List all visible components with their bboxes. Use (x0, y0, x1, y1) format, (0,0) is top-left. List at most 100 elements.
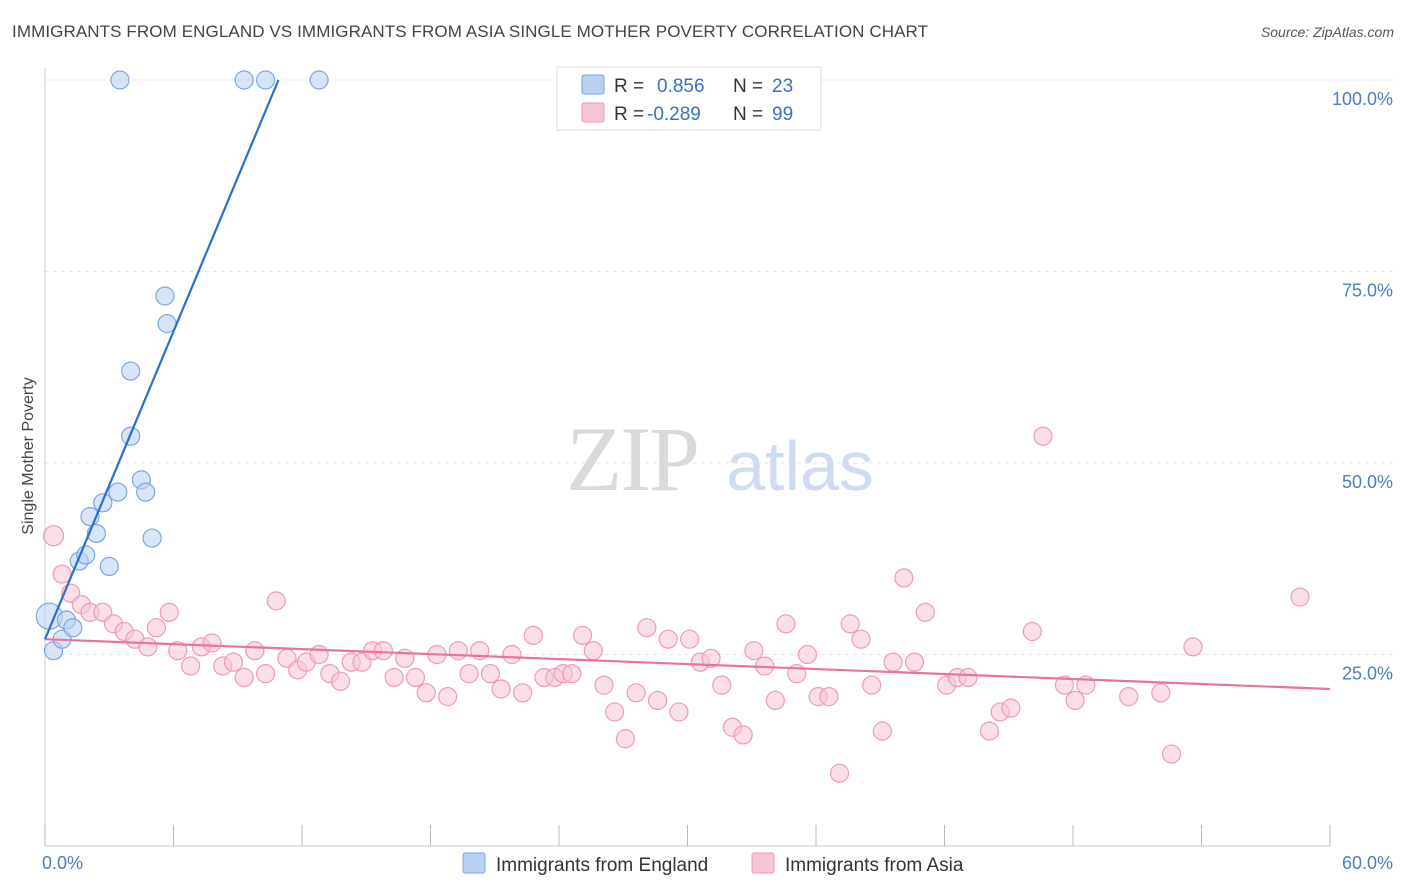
data-point (309, 644, 329, 665)
data-point (202, 633, 222, 653)
data-point (744, 641, 764, 661)
data-point (491, 679, 511, 699)
data-point (142, 528, 162, 548)
data-point (1290, 587, 1310, 607)
data-point (512, 683, 533, 703)
data-point (583, 641, 603, 661)
y-tick-label: 50.0% (1342, 472, 1393, 492)
data-point (701, 648, 721, 668)
y-tick-label: 100.0% (1332, 89, 1393, 109)
data-point (309, 70, 329, 90)
data-point (99, 556, 119, 577)
data-point (605, 702, 625, 722)
data-point (819, 687, 839, 707)
gridlines (45, 79, 1395, 655)
data-point (138, 637, 158, 657)
data-point (979, 721, 1000, 741)
data-point (108, 482, 128, 502)
data-point (255, 70, 276, 90)
data-point (448, 641, 468, 661)
legend-swatch-england (581, 74, 605, 95)
legend-r-label: R = (614, 76, 644, 97)
data-point (669, 702, 689, 722)
data-point (915, 602, 935, 622)
series-asia (42, 426, 1310, 783)
y-tick-label: 75.0% (1342, 281, 1393, 301)
legend-swatch-asia (751, 852, 775, 874)
data-point (136, 482, 156, 502)
data-point (647, 690, 668, 711)
data-point (829, 763, 850, 783)
data-point (1161, 744, 1182, 764)
data-point (872, 721, 892, 741)
data-point (245, 641, 265, 661)
data-point (146, 618, 166, 638)
legend-r-value-england: 0.856 (657, 76, 705, 97)
data-point (615, 729, 635, 749)
axes (44, 68, 1331, 847)
watermark-zip: ZIP (566, 408, 698, 510)
data-point (155, 286, 175, 306)
data-point (502, 644, 522, 665)
data-point (110, 70, 130, 90)
legend-n-label: N = (733, 104, 763, 125)
tick-labels: 25.0% 50.0% 75.0% 100.0% 0.0% 60.0% (42, 89, 1393, 873)
data-point (733, 725, 753, 745)
data-point (637, 618, 657, 638)
data-point (330, 671, 351, 691)
data-point (255, 664, 276, 684)
data-point (384, 667, 404, 688)
data-point (883, 652, 903, 672)
data-point (862, 675, 882, 695)
legend-r-value-asia: -0.289 (647, 104, 701, 125)
data-point (658, 629, 678, 649)
source-label: Source: ZipAtlas.com (1260, 24, 1394, 40)
data-point (405, 667, 426, 688)
data-point (266, 591, 286, 611)
data-point (63, 618, 83, 638)
data-point (797, 644, 818, 665)
legend-label-england: Immigrants from England (496, 855, 708, 876)
data-point (1151, 683, 1171, 703)
data-point (480, 664, 501, 684)
data-point (958, 667, 978, 688)
data-point (851, 629, 871, 649)
data-point (712, 675, 732, 695)
data-point (438, 687, 458, 707)
legend-n-value-england: 23 (772, 76, 793, 97)
y-axis-label: Single Mother Poverty (20, 377, 37, 534)
data-point (1054, 675, 1075, 695)
data-point (168, 641, 188, 661)
data-point (894, 568, 914, 588)
legend-label-asia: Immigrants from Asia (785, 855, 964, 876)
series-legend: Immigrants from England Immigrants from … (462, 852, 964, 876)
data-point (234, 667, 254, 688)
data-point (594, 675, 614, 695)
watermark-atlas: atlas (726, 427, 874, 505)
correlation-legend: R = 0.856 N = 23 R = -0.289 N = 99 (556, 66, 822, 131)
y-tick-label: 25.0% (1342, 664, 1393, 684)
trend-lines (43, 79, 1331, 691)
x-tick-label: 0.0% (42, 853, 83, 873)
data-point (42, 525, 65, 547)
data-point (776, 614, 796, 634)
data-point (159, 602, 179, 622)
data-point (1033, 426, 1053, 446)
data-point (121, 361, 141, 381)
data-point (626, 683, 646, 703)
data-point (1119, 687, 1139, 707)
legend-r-label: R = (614, 104, 644, 125)
data-point (1001, 698, 1021, 718)
data-point (1065, 690, 1085, 711)
series-england (35, 70, 329, 661)
data-point (1183, 637, 1203, 657)
data-point (223, 652, 244, 672)
legend-n-label: N = (733, 76, 763, 97)
data-point (416, 683, 436, 703)
trend-line-asia (44, 638, 1331, 691)
data-point (373, 641, 393, 661)
legend-swatch-england (462, 852, 486, 874)
legend-n-value-asia: 99 (772, 104, 793, 125)
trend-line-england (43, 79, 280, 640)
